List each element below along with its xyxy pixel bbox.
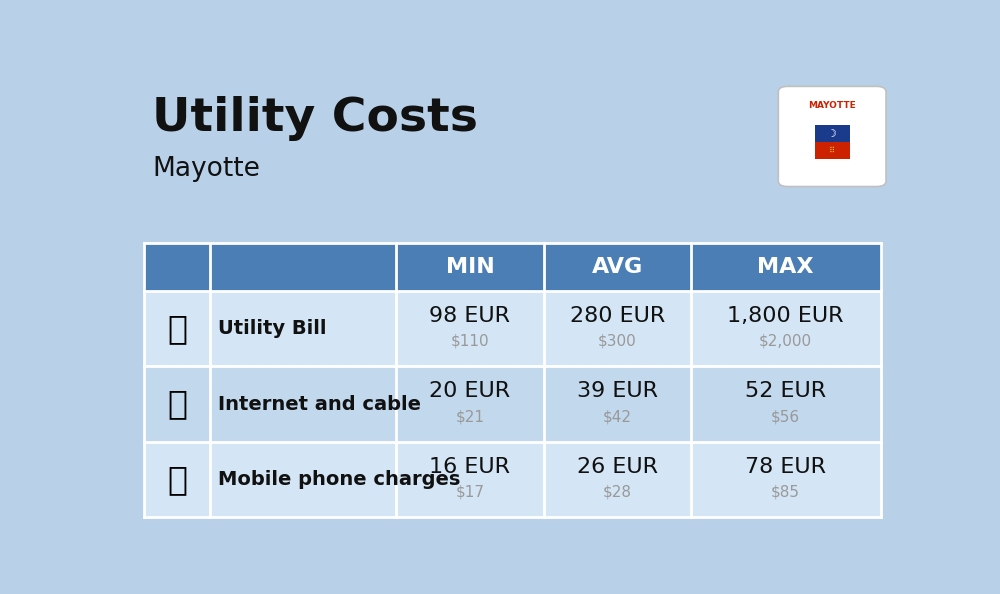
Text: 26 EUR: 26 EUR <box>577 457 658 477</box>
Text: 📱: 📱 <box>167 463 187 496</box>
Bar <box>144 243 881 291</box>
Text: $300: $300 <box>598 334 637 349</box>
Text: Internet and cable: Internet and cable <box>218 394 421 413</box>
Bar <box>815 142 850 159</box>
Text: 16 EUR: 16 EUR <box>429 457 510 477</box>
Text: Mobile phone charges: Mobile phone charges <box>218 470 460 489</box>
Bar <box>144 291 881 366</box>
Text: $17: $17 <box>455 485 484 500</box>
Text: MIN: MIN <box>446 257 494 277</box>
Text: Mayotte: Mayotte <box>152 156 260 182</box>
Text: ⠿: ⠿ <box>829 146 835 155</box>
Text: 🔧: 🔧 <box>167 312 187 345</box>
Bar <box>144 442 881 517</box>
Text: $42: $42 <box>603 409 632 424</box>
Text: $110: $110 <box>451 334 489 349</box>
Text: ☽: ☽ <box>827 128 837 138</box>
Text: $21: $21 <box>455 409 484 424</box>
Text: Utility Bill: Utility Bill <box>218 319 326 338</box>
Text: 78 EUR: 78 EUR <box>745 457 826 477</box>
Text: 98 EUR: 98 EUR <box>429 306 510 326</box>
Text: 20 EUR: 20 EUR <box>429 381 510 401</box>
Text: 39 EUR: 39 EUR <box>577 381 658 401</box>
Text: MAYOTTE: MAYOTTE <box>808 101 856 110</box>
Text: $28: $28 <box>603 485 632 500</box>
Text: 📡: 📡 <box>167 387 187 421</box>
Text: $2,000: $2,000 <box>759 334 812 349</box>
Text: 280 EUR: 280 EUR <box>570 306 665 326</box>
Text: Utility Costs: Utility Costs <box>152 96 478 141</box>
Text: 52 EUR: 52 EUR <box>745 381 826 401</box>
Text: $56: $56 <box>771 409 800 424</box>
FancyBboxPatch shape <box>778 86 886 187</box>
Text: MAX: MAX <box>757 257 814 277</box>
Bar <box>144 366 881 442</box>
Bar <box>815 125 850 142</box>
Text: 1,800 EUR: 1,800 EUR <box>727 306 844 326</box>
Text: AVG: AVG <box>592 257 643 277</box>
Text: $85: $85 <box>771 485 800 500</box>
